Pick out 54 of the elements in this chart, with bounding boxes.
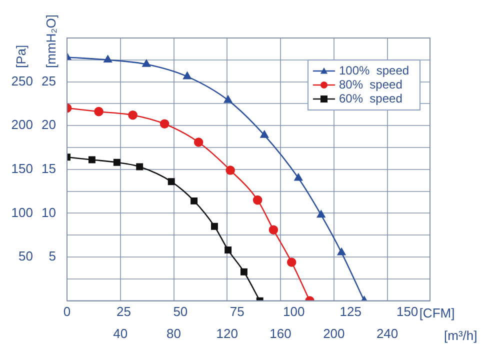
point [142, 60, 151, 67]
y-tick-label: 200 [11, 117, 33, 132]
point [268, 225, 278, 234]
point [294, 174, 303, 181]
y-tick-label: 100 [11, 204, 33, 220]
x-tick-label: 100 [283, 304, 305, 320]
y2-tick-label: 5 [48, 248, 56, 264]
y-axis-title: [Pa] [14, 44, 29, 68]
x2-tick-label: 160 [270, 326, 292, 341]
y2-tick-label: 10 [42, 204, 56, 220]
point [224, 246, 232, 254]
y-tick-label: 50 [18, 248, 33, 264]
point [226, 166, 235, 175]
point [88, 156, 96, 164]
legend-label: 60% speed [339, 91, 402, 106]
y2-tick-label: 20 [42, 117, 56, 132]
x-tick-label: 0 [63, 304, 71, 320]
point [136, 163, 144, 170]
x-tick-label: 50 [173, 304, 188, 320]
point [128, 110, 138, 120]
x-axis-title: [CFM] [419, 305, 455, 320]
point [252, 195, 262, 205]
point [316, 210, 326, 218]
x2-tick-label: 200 [323, 326, 345, 341]
point [104, 55, 112, 63]
point [210, 222, 218, 230]
point [286, 258, 296, 267]
point [168, 178, 175, 186]
x2-tick-label: 120 [216, 326, 238, 341]
y-tick-label: 150 [11, 160, 33, 176]
point [240, 268, 248, 276]
x2-tick-label: 240 [376, 326, 398, 341]
x-tick-label: 25 [116, 304, 131, 320]
point [94, 106, 104, 116]
y2-tick-label: 15 [42, 160, 56, 176]
point [160, 119, 170, 128]
x-tick-label: 75 [230, 304, 244, 320]
x-tick-label: 150 [396, 304, 418, 320]
x-tick-label: 125 [340, 304, 362, 320]
x2-tick-label: 40 [113, 326, 128, 341]
x2-axis-title: [m³/h] [444, 328, 478, 343]
legend-label: 100% speed [339, 63, 410, 78]
y2-axis-title: [mmH₂O] [44, 14, 59, 68]
y-tick-label: 250 [11, 73, 33, 88]
point [337, 248, 346, 256]
y2-tick-label: 25 [42, 73, 56, 88]
point [183, 72, 192, 80]
legend-label: 80% speed [339, 77, 402, 92]
x2-tick-label: 80 [166, 326, 181, 341]
point [113, 158, 120, 166]
point [260, 130, 268, 138]
point [224, 96, 232, 103]
point [190, 197, 198, 204]
point [194, 138, 204, 147]
